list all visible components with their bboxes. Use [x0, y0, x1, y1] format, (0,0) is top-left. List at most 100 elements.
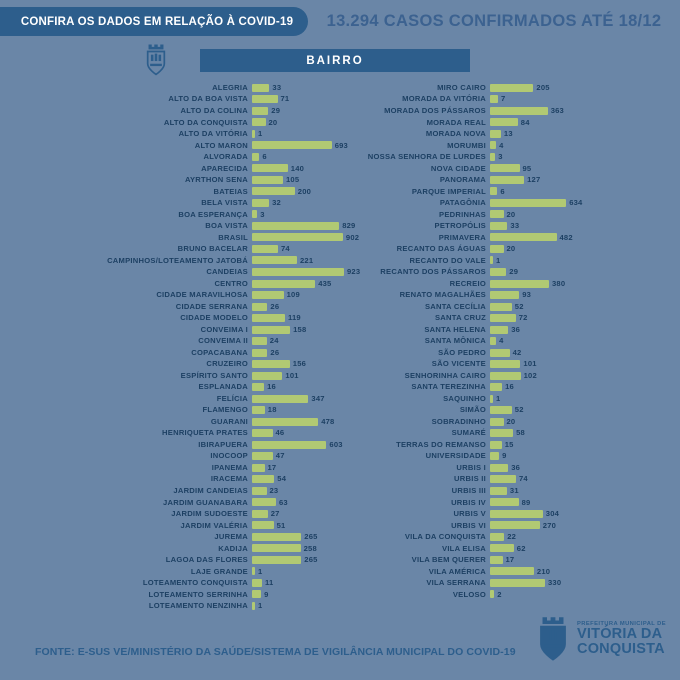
case-bar [490, 360, 521, 369]
column-header-label: BAIRRO [306, 54, 364, 67]
bar-track: 478 [252, 417, 334, 426]
bairro-label: BRUNO BACELAR [177, 244, 248, 254]
bairro-label: PETROPÓLIS [434, 221, 486, 231]
bar-row: RECANTO DAS ÁGUAS 20 [340, 243, 660, 255]
case-count: 156 [292, 359, 307, 369]
bar-track: 1 [252, 601, 263, 611]
bairro-label: CANDEIAS [206, 267, 248, 277]
logo-line-prefeitura: PREFEITURA MUNICIPAL DE [577, 621, 666, 628]
case-count: 29 [509, 267, 519, 277]
case-count: 7 [501, 94, 506, 104]
bar-track: 26 [252, 348, 279, 357]
bairro-label: LOTEAMENTO SERRINHA [148, 589, 248, 599]
bairro-label: MORUMBI [447, 140, 486, 150]
case-count: 634 [569, 198, 583, 208]
case-bar [252, 544, 301, 553]
case-count: 109 [286, 290, 300, 300]
bar-track: 9 [490, 452, 507, 461]
bairro-label: MORADA DOS PÁSSAROS [384, 105, 486, 115]
case-count: 829 [342, 221, 356, 231]
bar-row: URBIS II 74 [340, 474, 660, 486]
case-bar [252, 601, 255, 610]
case-bar [490, 498, 519, 507]
case-bar [252, 406, 265, 415]
case-bar [252, 314, 285, 323]
bar-row: VELOSO 2 [340, 589, 660, 601]
bairro-label: SAQUINHO [443, 393, 486, 403]
case-count: 13 [503, 129, 513, 139]
bar-row: RECANTO DO VALE 1 [340, 255, 660, 267]
case-bar [490, 383, 503, 392]
case-bar [490, 544, 514, 553]
case-count: 32 [272, 198, 281, 208]
case-count: 205 [536, 82, 550, 92]
case-bar [252, 509, 268, 518]
bairro-label: VILA SERRANA [426, 578, 486, 588]
bairro-label: VILA ELISA [442, 543, 486, 553]
case-bar [490, 175, 525, 184]
chart-column-left: ALEGRIA 33 ALTO DA BOA VISTA 71 ALTO DA COLI… [30, 82, 360, 612]
case-bar [252, 475, 275, 484]
case-count: 9 [264, 589, 269, 599]
bairro-label: CONVEIMA II [198, 336, 248, 346]
bar-track: 435 [252, 279, 331, 288]
case-bar [252, 106, 269, 115]
case-bar [490, 291, 520, 300]
bar-track: 74 [490, 474, 528, 484]
case-count: 1 [496, 255, 501, 265]
bairro-label: GUARANI [210, 416, 248, 426]
case-count: 347 [311, 393, 325, 403]
case-bar [252, 463, 265, 472]
case-count: 210 [536, 566, 551, 576]
case-bar [490, 590, 495, 599]
bar-track: 3 [490, 152, 503, 161]
case-count: 33 [272, 82, 282, 92]
case-bar [252, 532, 302, 541]
bar-track: 4 [490, 140, 504, 150]
bairro-label: PARQUE IMPERIAL [411, 186, 486, 196]
bairro-label: CENTRO [214, 278, 248, 288]
bar-row: VILA BEM QUERER 17 [340, 554, 660, 566]
bar-row: PETROPÓLIS 33 [340, 220, 660, 232]
bar-row: KADIJA 258 [30, 543, 342, 555]
bar-row: COPACABANA 26 [30, 347, 342, 359]
bar-row: AYRTHON SENA 105 [30, 174, 342, 186]
case-bar [252, 521, 274, 530]
case-bar [490, 578, 545, 587]
case-bar [252, 141, 332, 150]
bar-track: 923 [252, 268, 360, 276]
bar-row: IRACEMA 54 [30, 474, 342, 486]
bar-track: 47 [252, 452, 285, 461]
case-count: 1 [258, 601, 263, 611]
case-count: 23 [269, 486, 279, 495]
bairro-label: MORADA REAL [426, 117, 486, 127]
case-count: 84 [520, 117, 530, 127]
bar-track: 2 [490, 590, 502, 599]
bar-row: INOCOOP 47 [30, 451, 342, 463]
case-count: 52 [514, 405, 524, 415]
case-bar [252, 417, 319, 426]
bairro-label: RECREIO [449, 278, 486, 288]
bairro-label: LOTEAMENTO CONQUISTA [142, 578, 248, 588]
case-count: 4 [499, 140, 504, 150]
bar-row: BRASIL 902 [30, 232, 359, 244]
case-count: 74 [519, 474, 528, 484]
bar-track: 210 [490, 566, 551, 576]
case-count: 20 [506, 416, 516, 426]
case-count: 200 [297, 186, 312, 196]
bairro-label: MIRO CAIRO [437, 82, 486, 92]
case-count: 22 [507, 532, 517, 542]
bar-track: 27 [252, 509, 280, 518]
bar-row: MORADA NOVA 13 [340, 128, 660, 140]
case-count: 24 [269, 336, 279, 346]
bairro-label: VELOSO [452, 589, 486, 599]
case-bar [490, 521, 540, 530]
bairro-label: LAGOA DAS FLORES [165, 555, 248, 565]
bairro-label: FLAMENGO [202, 405, 248, 415]
bairro-label: CONVEIMA I [200, 324, 248, 334]
bar-track: 13 [490, 129, 513, 139]
case-count: 15 [504, 439, 514, 449]
case-bar [252, 221, 340, 230]
bar-track: 205 [490, 82, 550, 92]
case-bar [490, 337, 497, 346]
